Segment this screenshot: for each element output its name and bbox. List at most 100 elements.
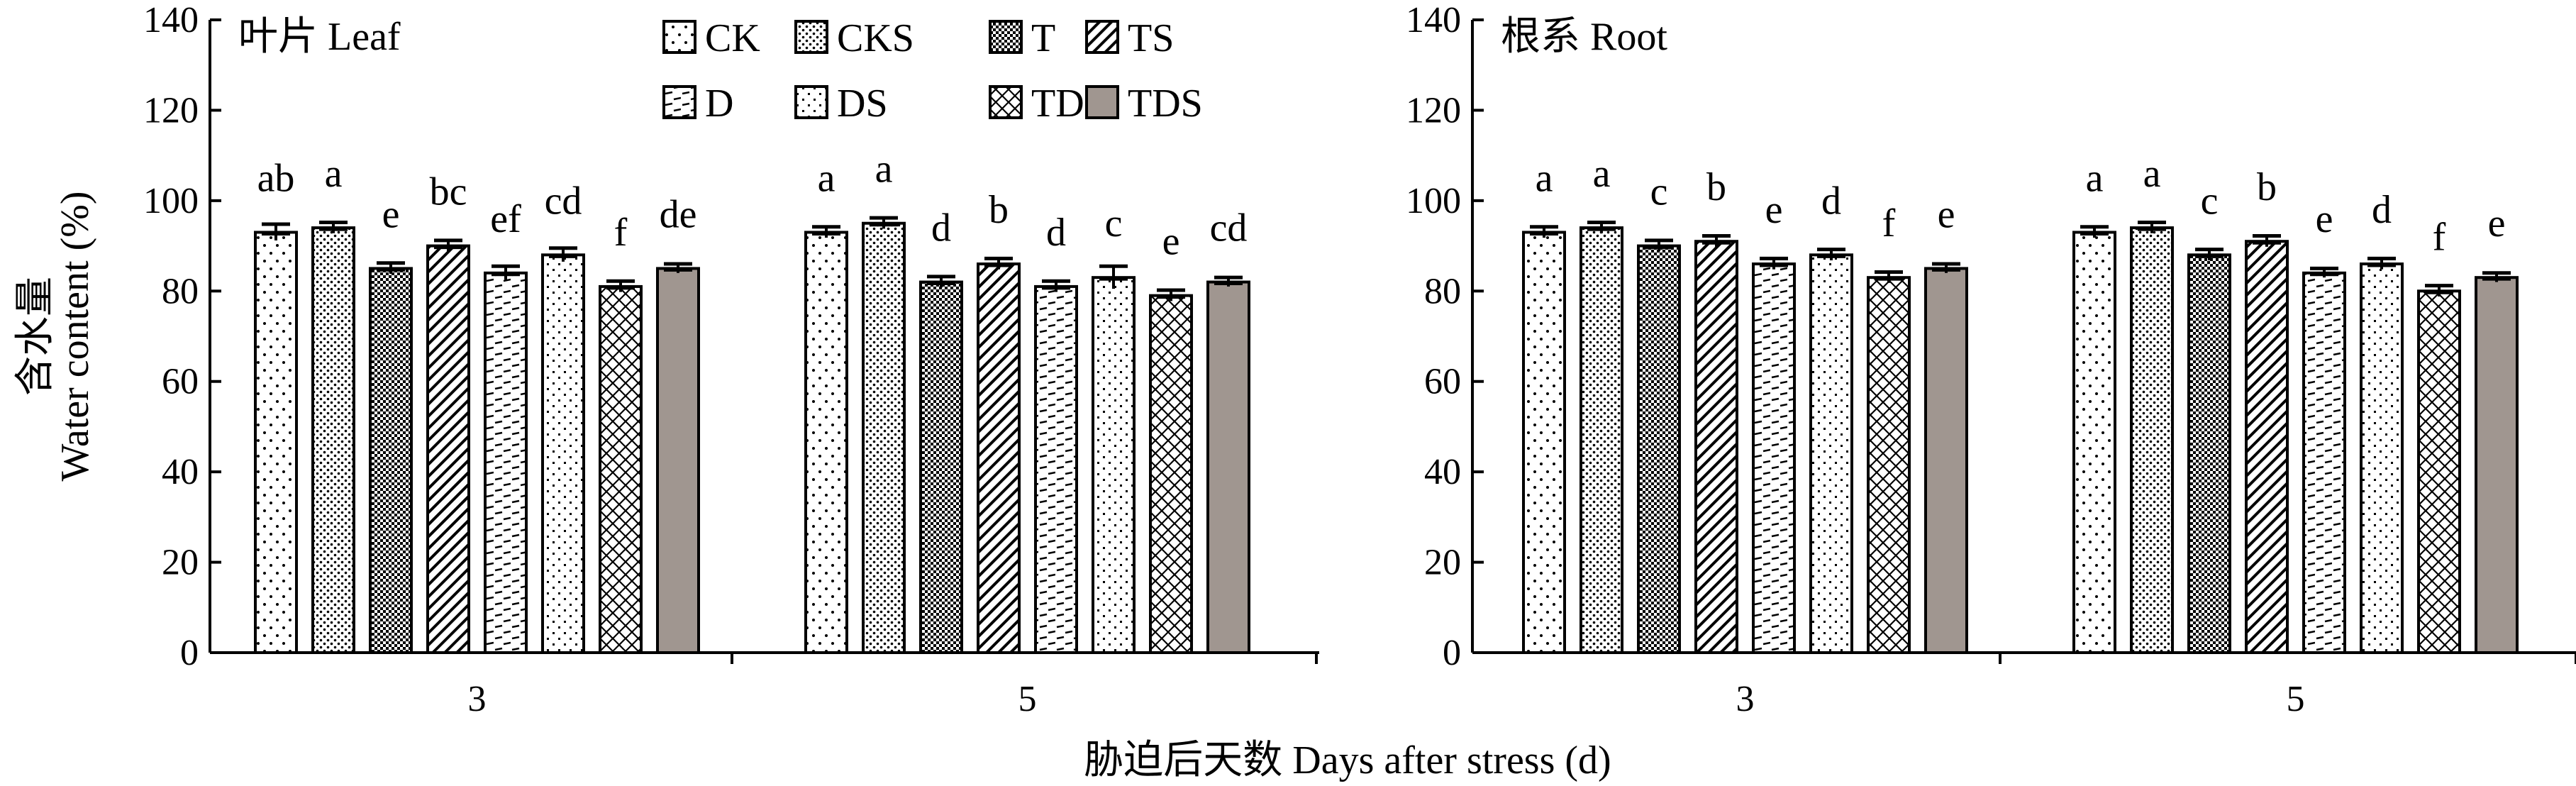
bar-ts <box>426 244 470 655</box>
bar-ds <box>1092 276 1136 654</box>
y-tick-label: 0 <box>180 633 199 673</box>
bar-ck <box>1522 231 1566 654</box>
bar-ck <box>804 231 848 654</box>
bar-ds <box>2360 262 2404 654</box>
bar-d <box>2302 271 2346 654</box>
significance-label: e <box>2316 197 2333 241</box>
legend-label-tds: TDS <box>1128 82 1203 126</box>
y-tick-label: 20 <box>162 543 199 583</box>
bar-td <box>599 284 643 654</box>
bar-d <box>484 271 528 654</box>
significance-label: e <box>1938 192 1955 236</box>
legend-label-ds: DS <box>837 82 888 126</box>
legend: CK CKS T TS D DS TD TDS <box>662 16 1203 126</box>
legend-label-t: T <box>1031 16 1055 60</box>
significance-label: a <box>2143 152 2161 196</box>
legend-label-ck: CK <box>705 16 760 60</box>
bar-t <box>2187 253 2231 655</box>
bar-d <box>1752 262 1796 654</box>
significance-label: bc <box>430 170 467 214</box>
significance-label: b <box>1706 165 1726 209</box>
bar-tds <box>1924 267 1968 654</box>
bar-ts <box>977 262 1021 654</box>
bar-td <box>1867 276 1911 654</box>
x-tick-label: 5 <box>1018 679 1037 719</box>
legend-label-ts: TS <box>1128 16 1174 60</box>
bar-ts <box>2245 240 2289 654</box>
legend-swatch-td <box>989 85 1023 119</box>
significance-label: d <box>1046 211 1066 255</box>
bar-td <box>2417 289 2461 654</box>
significance-label: c <box>1105 201 1123 245</box>
significance-label: ab <box>257 156 295 200</box>
significance-label: f <box>1882 201 1896 245</box>
legend-label-d: D <box>705 82 733 126</box>
significance-label: d <box>931 206 951 250</box>
y-axis-title-en: Water content (%) <box>53 191 97 481</box>
y-tick-label: 80 <box>1424 271 1461 311</box>
significance-label: a <box>325 152 343 196</box>
bar-d <box>1034 284 1078 654</box>
bar-ck <box>254 231 298 654</box>
significance-label: a <box>1593 152 1611 196</box>
significance-label: f <box>2433 215 2446 259</box>
legend-label-td: TD <box>1031 82 1084 126</box>
y-tick-label: 20 <box>1424 543 1461 583</box>
bar-tds <box>656 267 700 654</box>
y-tick-label: 60 <box>162 362 199 402</box>
y-tick-label: 100 <box>1406 181 1461 221</box>
bar-ck <box>2072 231 2116 654</box>
significance-label: c <box>1650 170 1668 214</box>
bar-ds <box>1809 253 1853 655</box>
y-tick-label: 80 <box>162 271 199 311</box>
significance-label: b <box>989 188 1009 232</box>
bar-t <box>919 280 963 654</box>
bar-ts <box>1694 240 1738 654</box>
significance-label: a <box>1536 156 1553 200</box>
legend-swatch-ts <box>1085 20 1119 54</box>
significance-label: c <box>2201 179 2219 223</box>
significance-label: d <box>2372 188 2392 232</box>
significance-label: e <box>1765 188 1783 232</box>
legend-swatch-t <box>989 20 1023 54</box>
significance-label: cd <box>1210 206 1248 250</box>
x-tick-label: 3 <box>1736 679 1755 719</box>
bar-t <box>369 267 413 654</box>
y-tick-label: 120 <box>143 90 199 131</box>
significance-label: f <box>614 211 628 255</box>
bar-ds <box>541 253 585 655</box>
y-tick-label: 0 <box>1443 633 1461 673</box>
x-tick-label: 3 <box>468 679 487 719</box>
x-tick-label: 5 <box>2287 679 2305 719</box>
bar-tds <box>2475 276 2519 654</box>
y-axis-title-cn: 含水量 <box>13 277 57 396</box>
legend-swatch-d <box>662 85 696 119</box>
bar-cks <box>1580 226 1623 655</box>
significance-label: e <box>1162 220 1180 264</box>
panel-title: 叶片 Leaf <box>238 15 401 59</box>
bar-cks <box>862 221 906 654</box>
legend-swatch-ck <box>662 20 696 54</box>
legend-swatch-cks <box>794 20 828 54</box>
legend-label-cks: CKS <box>837 16 914 60</box>
y-tick-label: 100 <box>143 181 199 221</box>
bar-tds <box>1206 280 1250 654</box>
significance-label: d <box>1821 179 1841 223</box>
y-tick-label: 140 <box>1406 0 1461 40</box>
significance-label: cd <box>545 179 582 223</box>
significance-label: e <box>382 192 400 236</box>
y-tick-label: 40 <box>162 452 199 492</box>
significance-label: b <box>2257 165 2277 209</box>
significance-label: a <box>875 148 893 192</box>
y-tick-label: 140 <box>143 0 199 40</box>
x-axis-title: 胁迫后天数 Days after stress (d) <box>1084 738 1611 782</box>
legend-swatch-tds <box>1085 85 1119 119</box>
significance-label: ef <box>490 197 521 241</box>
significance-label: de <box>660 192 697 236</box>
significance-label: e <box>2488 201 2506 245</box>
significance-label: a <box>818 156 835 200</box>
y-tick-label: 120 <box>1406 90 1461 131</box>
